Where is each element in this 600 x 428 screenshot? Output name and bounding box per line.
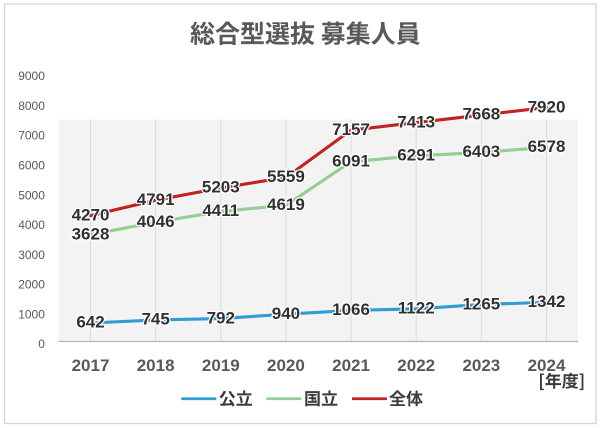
svg-text:1342: 1342 [528, 292, 566, 311]
svg-text:6000: 6000 [18, 159, 45, 173]
svg-text:1122: 1122 [398, 299, 435, 318]
svg-text:7000: 7000 [18, 129, 45, 143]
svg-text:7413: 7413 [397, 112, 435, 131]
svg-text:5203: 5203 [202, 178, 240, 197]
svg-text:2024: 2024 [528, 356, 566, 375]
svg-text:2019: 2019 [202, 356, 240, 375]
svg-text:3000: 3000 [18, 248, 45, 262]
svg-text:4791: 4791 [137, 190, 175, 209]
svg-text:940: 940 [272, 304, 300, 323]
svg-text:5559: 5559 [267, 167, 305, 186]
svg-text:745: 745 [141, 310, 169, 329]
svg-text:2023: 2023 [462, 356, 500, 375]
svg-text:2020: 2020 [267, 356, 305, 375]
svg-text:8000: 8000 [18, 99, 45, 113]
svg-text:2000: 2000 [18, 278, 45, 292]
svg-text:6091: 6091 [332, 151, 370, 170]
svg-text:0: 0 [38, 337, 45, 351]
svg-text:2022: 2022 [397, 356, 435, 375]
svg-text:2021: 2021 [332, 356, 370, 375]
svg-text:4270: 4270 [72, 205, 110, 224]
svg-text:7157: 7157 [332, 120, 370, 139]
svg-text:9000: 9000 [18, 69, 45, 83]
svg-text:4046: 4046 [137, 212, 175, 231]
svg-text:7668: 7668 [462, 105, 500, 124]
svg-text:6578: 6578 [528, 137, 566, 156]
svg-text:4000: 4000 [18, 218, 45, 232]
svg-text:4619: 4619 [267, 195, 305, 214]
svg-text:5000: 5000 [18, 188, 45, 202]
svg-text:3628: 3628 [72, 224, 110, 243]
svg-text:2017: 2017 [72, 356, 110, 375]
svg-text:6291: 6291 [397, 146, 435, 165]
svg-text:2018: 2018 [137, 356, 175, 375]
svg-text:6403: 6403 [462, 142, 500, 161]
svg-text:1265: 1265 [462, 294, 500, 313]
svg-text:792: 792 [207, 308, 235, 327]
svg-text:642: 642 [76, 313, 104, 332]
svg-text:4411: 4411 [202, 201, 239, 220]
svg-text:7920: 7920 [528, 97, 566, 116]
svg-text:1066: 1066 [332, 300, 370, 319]
svg-text:1000: 1000 [18, 307, 45, 321]
